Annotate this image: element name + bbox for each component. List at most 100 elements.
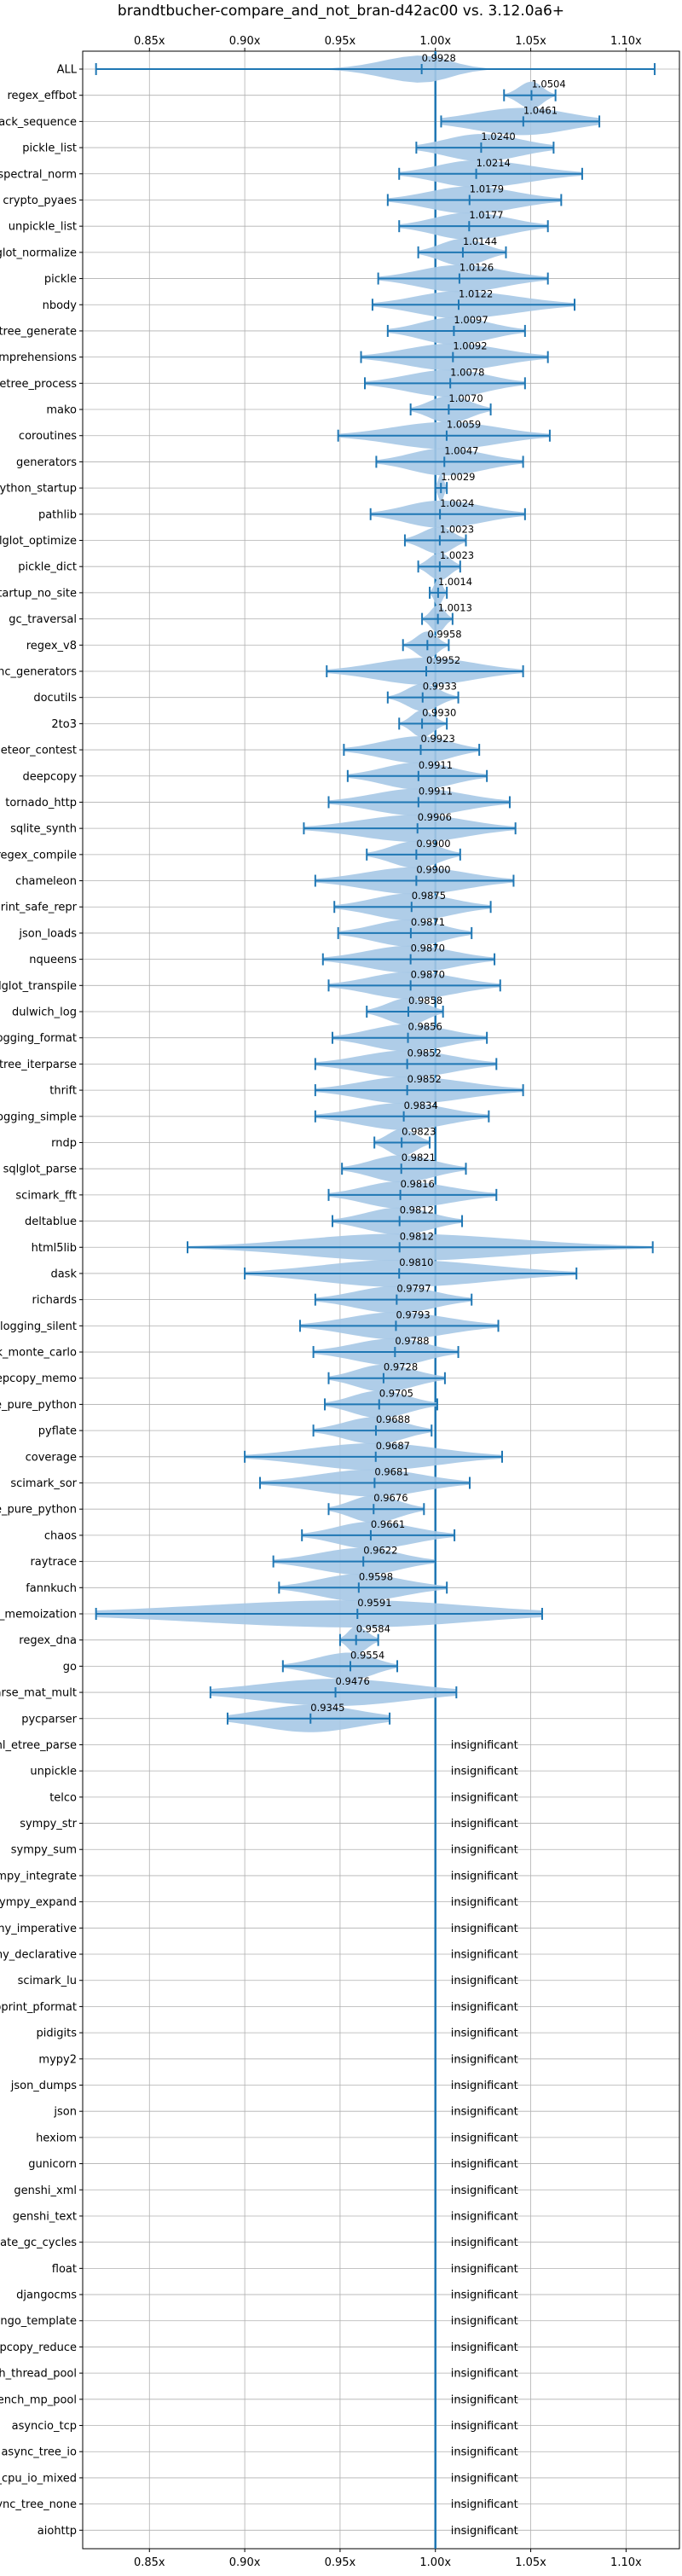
benchmark-label: tornado_http — [5, 797, 77, 809]
benchmark-label: sympy_sum — [11, 1844, 77, 1857]
benchmark-label: unpack_sequence — [0, 116, 77, 129]
mean-value-label: 0.9834 — [404, 1099, 438, 1111]
insignificant-label: insignificant — [451, 2446, 518, 2459]
mean-value-label: 0.9554 — [350, 1649, 384, 1661]
benchmark-label: coroutines — [19, 430, 77, 443]
benchmark-label: json_dumps — [10, 2080, 77, 2092]
benchmark-label: scimark_sor — [10, 1477, 77, 1490]
benchmark-label: raytrace — [30, 1556, 77, 1569]
mean-value-label: 0.9900 — [416, 838, 450, 850]
mean-value-label: 0.9816 — [401, 1178, 435, 1190]
mean-value-label: 0.9812 — [400, 1204, 434, 1216]
insignificant-label: insignificant — [451, 2498, 518, 2511]
benchmark-label: async_generators — [0, 665, 77, 678]
benchmark-label: json — [53, 2106, 77, 2119]
mean-value-label: 0.9900 — [416, 864, 450, 876]
mean-value-label: 0.9871 — [411, 916, 445, 928]
insignificant-label: insignificant — [451, 2393, 518, 2406]
benchmark-label: sqlalchemy_imperative — [0, 1923, 77, 1935]
benchmark-label: xml_etree_parse — [0, 1739, 77, 1752]
benchmark-label: async_tree_cpu_io_mixed — [0, 2472, 77, 2485]
mean-value-label: 0.9911 — [419, 785, 453, 797]
benchmark-label: dulwich_log — [12, 1007, 77, 1019]
benchmark-label: scimark_sparse_mat_mult — [0, 1687, 77, 1700]
mean-value-label: 1.0122 — [459, 287, 493, 299]
mean-value-label: 1.0023 — [440, 524, 474, 536]
benchmark-label: pidigits — [37, 2028, 78, 2040]
benchmark-label: rndp — [51, 1137, 77, 1150]
benchmark-label: pprint_pformat — [0, 2001, 77, 2014]
benchmark-label: gc_traversal — [9, 613, 77, 626]
mean-value-label: 0.9476 — [336, 1675, 370, 1687]
mean-value-label: 1.0029 — [441, 471, 475, 483]
mean-value-label: 1.0023 — [440, 549, 474, 561]
mean-value-label: 1.0461 — [523, 104, 558, 116]
benchmark-label: coverage — [26, 1451, 77, 1464]
benchmark-label: regex_compile — [0, 849, 77, 862]
mean-value-label: 1.0240 — [481, 131, 515, 142]
mean-value-label: 1.0179 — [470, 183, 504, 194]
benchmark-label: bench_mp_pool — [0, 2393, 77, 2406]
benchmark-label: genshi_text — [13, 2210, 77, 2223]
benchmark-label: hexiom — [36, 2132, 77, 2144]
insignificant-label: insignificant — [451, 1818, 518, 1830]
benchmark-label: xml_etree_process — [0, 378, 77, 391]
mean-value-label: 1.0177 — [469, 209, 503, 221]
x-tick-label-bottom: 1.05x — [515, 2556, 546, 2569]
mean-value-label: 0.9788 — [395, 1335, 429, 1347]
benchmark-label: pickle_list — [22, 142, 77, 155]
benchmark-label: crypto_pyaes — [3, 194, 77, 207]
mean-value-label: 0.9923 — [421, 733, 455, 745]
insignificant-label: insignificant — [451, 1766, 518, 1778]
benchmark-label: nqueens — [29, 954, 77, 966]
mean-value-label: 1.0024 — [440, 497, 474, 509]
x-tick-label-top: 1.00x — [419, 35, 451, 48]
benchmark-label: fannkuch — [26, 1582, 77, 1595]
benchmark-label: pycparser — [21, 1713, 77, 1726]
mean-value-label: 0.9856 — [408, 1021, 442, 1033]
insignificant-label: insignificant — [451, 2001, 518, 2014]
benchmark-label: logging_silent — [0, 1320, 77, 1333]
benchmark-label: python_startup_no_site — [0, 587, 77, 600]
benchmark-label: async_tree_none — [0, 2498, 77, 2511]
mean-value-label: 0.9858 — [408, 995, 442, 1007]
mean-value-label: 0.9591 — [357, 1597, 391, 1609]
benchmark-label: telco — [49, 1791, 77, 1804]
mean-value-label: 0.9345 — [310, 1702, 344, 1714]
mean-value-label: 1.0092 — [453, 340, 487, 352]
benchmark-label: unpickle — [30, 1766, 77, 1778]
benchmark-label: go — [63, 1661, 77, 1674]
x-tick-label-top: 0.90x — [229, 35, 261, 48]
benchmark-label: html5lib — [32, 1242, 77, 1255]
mean-value-label: 0.9870 — [411, 943, 445, 954]
mean-value-label: 1.0097 — [454, 314, 488, 326]
benchmark-label: logging_format — [0, 1032, 77, 1045]
x-tick-label-bottom: 1.10x — [610, 2556, 642, 2569]
benchmark-label: sqlalchemy_declarative — [0, 1949, 77, 1962]
mean-value-label: 1.0214 — [477, 157, 511, 169]
insignificant-label: insignificant — [451, 2184, 518, 2197]
mean-value-label: 1.0504 — [531, 78, 565, 90]
mean-value-label: 1.0013 — [438, 602, 472, 614]
benchmark-label: scimark_monte_carlo — [0, 1347, 77, 1360]
benchmark-label: deepcopy — [22, 770, 77, 783]
benchmark-label: chaos — [44, 1529, 77, 1542]
benchmark-label: dask — [50, 1268, 77, 1280]
insignificant-label: insignificant — [451, 2106, 518, 2119]
benchmark-label: pathlib — [38, 508, 77, 521]
mean-value-label: 0.9797 — [396, 1283, 431, 1295]
x-tick-label-bottom: 1.00x — [419, 2556, 451, 2569]
insignificant-label: insignificant — [451, 2472, 518, 2485]
benchmark-label: scimark_fft — [15, 1189, 77, 1202]
benchmark-label: sqlglot_optimize — [0, 535, 77, 548]
mean-value-label: 0.9930 — [422, 706, 456, 718]
benchmark-label: unpickle_pure_python — [0, 1504, 77, 1517]
mean-value-label: 0.9661 — [371, 1518, 405, 1530]
insignificant-label: insignificant — [451, 2132, 518, 2144]
benchmark-label: json_loads — [18, 927, 77, 940]
mean-value-label: 0.9852 — [407, 1073, 442, 1085]
benchmark-label: deepcopy_memo — [0, 1372, 77, 1385]
benchmark-label: docutils — [33, 692, 77, 705]
insignificant-label: insignificant — [451, 2028, 518, 2040]
benchmark-label: regex_effbot — [7, 90, 77, 102]
